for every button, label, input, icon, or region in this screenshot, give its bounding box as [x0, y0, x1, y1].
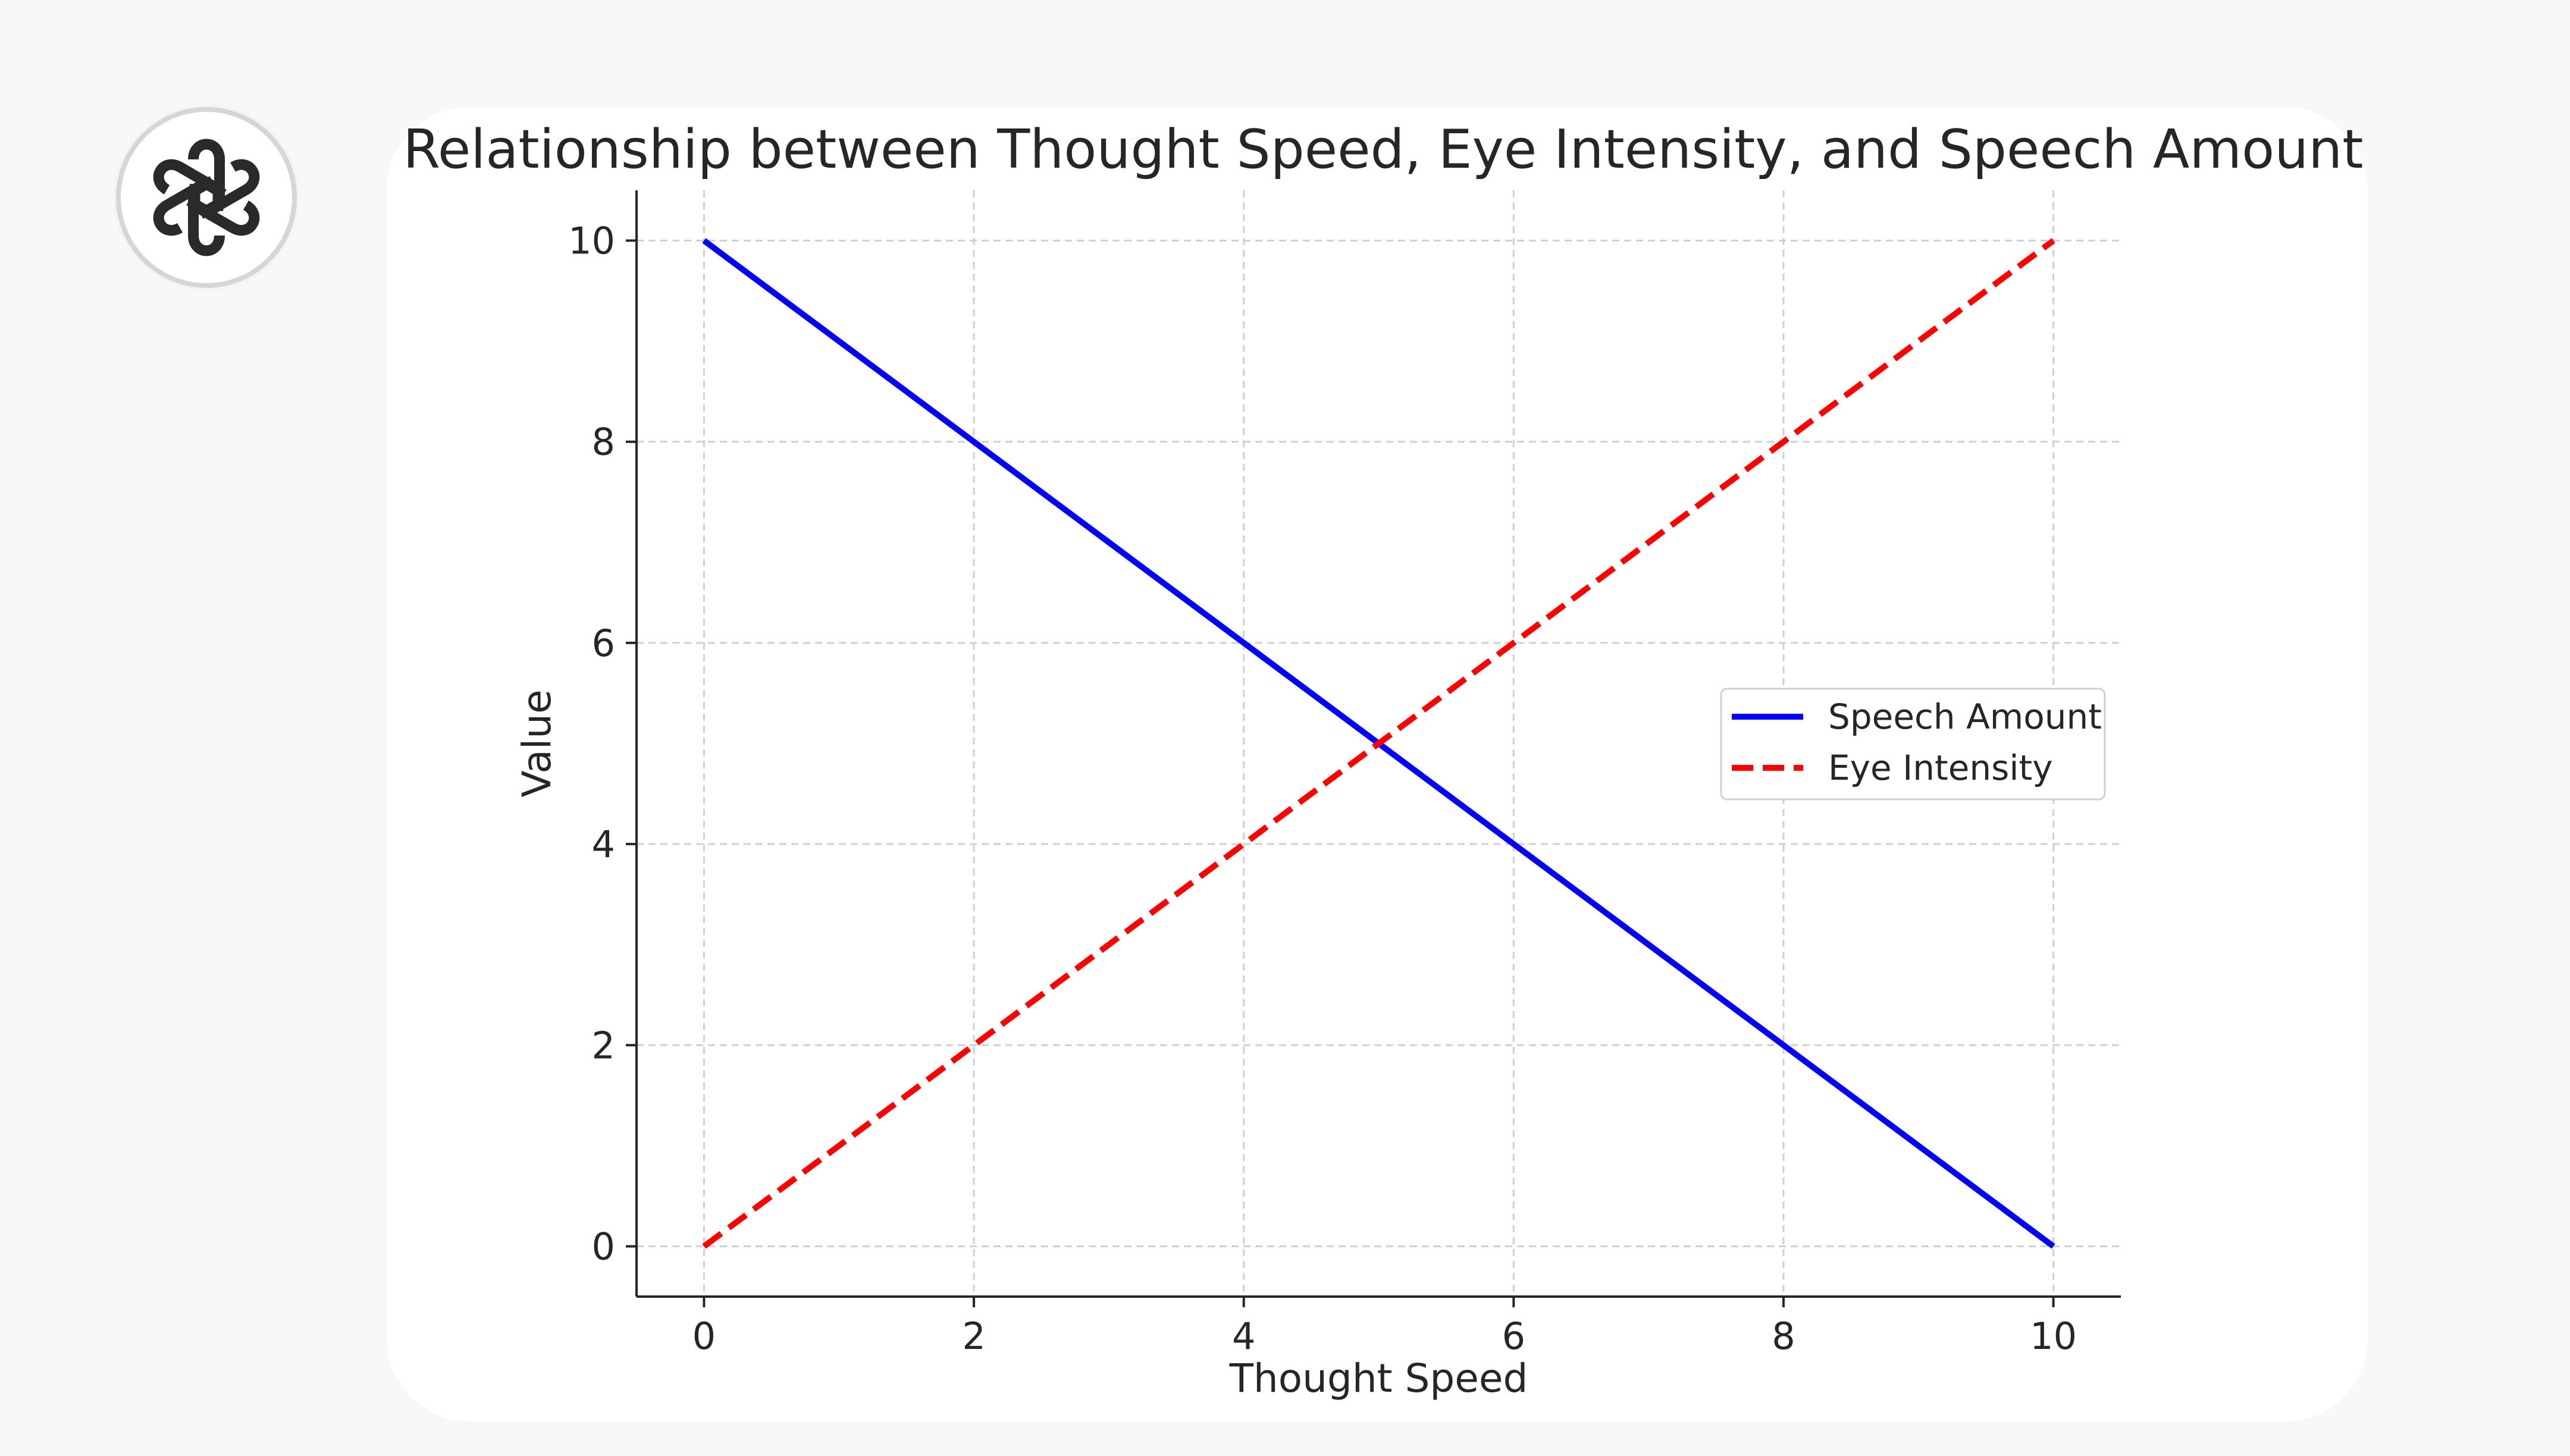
- y-tick-label: 10: [568, 219, 615, 263]
- x-tick-label: 6: [1502, 1314, 1525, 1358]
- openai-logo-icon: [116, 107, 297, 288]
- y-tick-label: 4: [592, 823, 615, 866]
- y-tick-label: 6: [592, 622, 615, 665]
- chart-title: Relationship between Thought Speed, Eye …: [403, 118, 2363, 181]
- axes-layer: 0 2 4 6 8 10 0 2 4 6 8 10: [568, 190, 2121, 1358]
- series-line-eye-intensity: [702, 238, 2055, 1249]
- legend-box: [1720, 688, 2106, 801]
- y-tick-label: 0: [592, 1225, 615, 1268]
- x-axis-label: Thought Speed: [1229, 1355, 1528, 1401]
- y-tick-label: 8: [592, 421, 615, 464]
- y-axis-label: Value: [514, 689, 560, 797]
- legend-label: Eye Intensity: [1828, 748, 2053, 788]
- y-tick-label: 2: [592, 1024, 615, 1067]
- knot-logo-icon: [153, 139, 260, 256]
- x-tick-label: 10: [2030, 1314, 2077, 1358]
- x-tick-label: 8: [1772, 1314, 1795, 1358]
- series-layer: [702, 238, 2055, 1249]
- x-tick-label: 0: [692, 1314, 716, 1358]
- grid-layer: [637, 190, 2121, 1297]
- legend: Speech Amount Eye Intensity: [1720, 688, 2106, 801]
- x-tick-label: 4: [1232, 1314, 1255, 1358]
- legend-label: Speech Amount: [1828, 696, 2102, 737]
- x-tick-label: 2: [962, 1314, 985, 1358]
